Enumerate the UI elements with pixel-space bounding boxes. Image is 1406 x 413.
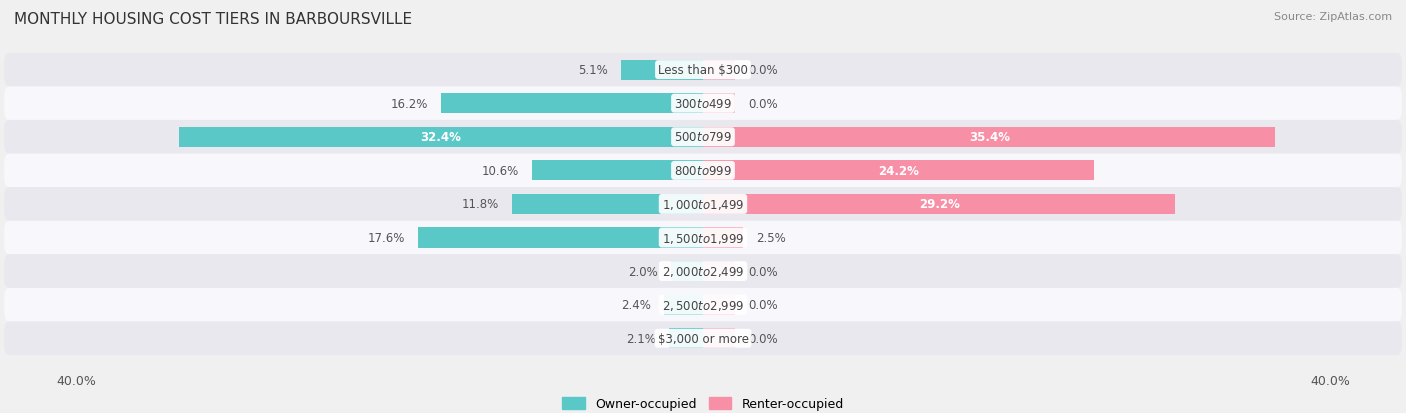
Bar — [531, 161, 703, 181]
Bar — [671, 261, 703, 282]
Text: 17.6%: 17.6% — [368, 231, 405, 244]
Bar — [703, 228, 744, 248]
Bar — [703, 195, 1175, 214]
Text: 29.2%: 29.2% — [918, 198, 959, 211]
FancyBboxPatch shape — [4, 255, 1402, 288]
Bar — [703, 161, 1094, 181]
Text: 0.0%: 0.0% — [748, 265, 778, 278]
Text: 40.0%: 40.0% — [56, 374, 96, 387]
Text: $2,000 to $2,499: $2,000 to $2,499 — [662, 264, 744, 278]
Text: $2,500 to $2,999: $2,500 to $2,999 — [662, 298, 744, 312]
Bar — [703, 60, 735, 81]
Bar — [703, 94, 735, 114]
Text: 10.6%: 10.6% — [481, 164, 519, 178]
FancyBboxPatch shape — [4, 188, 1402, 221]
Text: $3,000 or more: $3,000 or more — [658, 332, 748, 345]
Text: 2.4%: 2.4% — [621, 299, 651, 311]
Text: 5.1%: 5.1% — [578, 64, 607, 77]
Text: 11.8%: 11.8% — [463, 198, 499, 211]
Text: $800 to $999: $800 to $999 — [673, 164, 733, 178]
Text: $500 to $799: $500 to $799 — [673, 131, 733, 144]
Text: 0.0%: 0.0% — [748, 332, 778, 345]
Legend: Owner-occupied, Renter-occupied: Owner-occupied, Renter-occupied — [557, 392, 849, 413]
Bar — [703, 127, 1275, 147]
Text: 0.0%: 0.0% — [748, 299, 778, 311]
Bar — [664, 295, 703, 315]
Bar — [441, 94, 703, 114]
Text: 2.5%: 2.5% — [756, 231, 786, 244]
FancyBboxPatch shape — [4, 221, 1402, 255]
Bar — [669, 328, 703, 349]
Text: $1,500 to $1,999: $1,500 to $1,999 — [662, 231, 744, 245]
Text: $1,000 to $1,499: $1,000 to $1,499 — [662, 197, 744, 211]
Bar — [703, 261, 735, 282]
FancyBboxPatch shape — [4, 288, 1402, 322]
FancyBboxPatch shape — [4, 54, 1402, 87]
FancyBboxPatch shape — [4, 121, 1402, 154]
Text: 24.2%: 24.2% — [879, 164, 920, 178]
FancyBboxPatch shape — [4, 154, 1402, 188]
Bar — [620, 60, 703, 81]
Text: MONTHLY HOUSING COST TIERS IN BARBOURSVILLE: MONTHLY HOUSING COST TIERS IN BARBOURSVI… — [14, 12, 412, 27]
Text: 2.1%: 2.1% — [626, 332, 657, 345]
Text: Less than $300: Less than $300 — [658, 64, 748, 77]
Text: 32.4%: 32.4% — [420, 131, 461, 144]
Text: 35.4%: 35.4% — [969, 131, 1010, 144]
Text: 0.0%: 0.0% — [748, 64, 778, 77]
Text: 40.0%: 40.0% — [1310, 374, 1350, 387]
Text: 0.0%: 0.0% — [748, 97, 778, 110]
Bar — [703, 295, 735, 315]
Text: 16.2%: 16.2% — [391, 97, 429, 110]
Bar — [512, 195, 703, 214]
Bar — [179, 127, 703, 147]
Text: 2.0%: 2.0% — [628, 265, 658, 278]
Bar — [703, 328, 735, 349]
FancyBboxPatch shape — [4, 322, 1402, 355]
Bar — [419, 228, 703, 248]
FancyBboxPatch shape — [4, 87, 1402, 121]
Text: Source: ZipAtlas.com: Source: ZipAtlas.com — [1274, 12, 1392, 22]
Text: $300 to $499: $300 to $499 — [673, 97, 733, 110]
